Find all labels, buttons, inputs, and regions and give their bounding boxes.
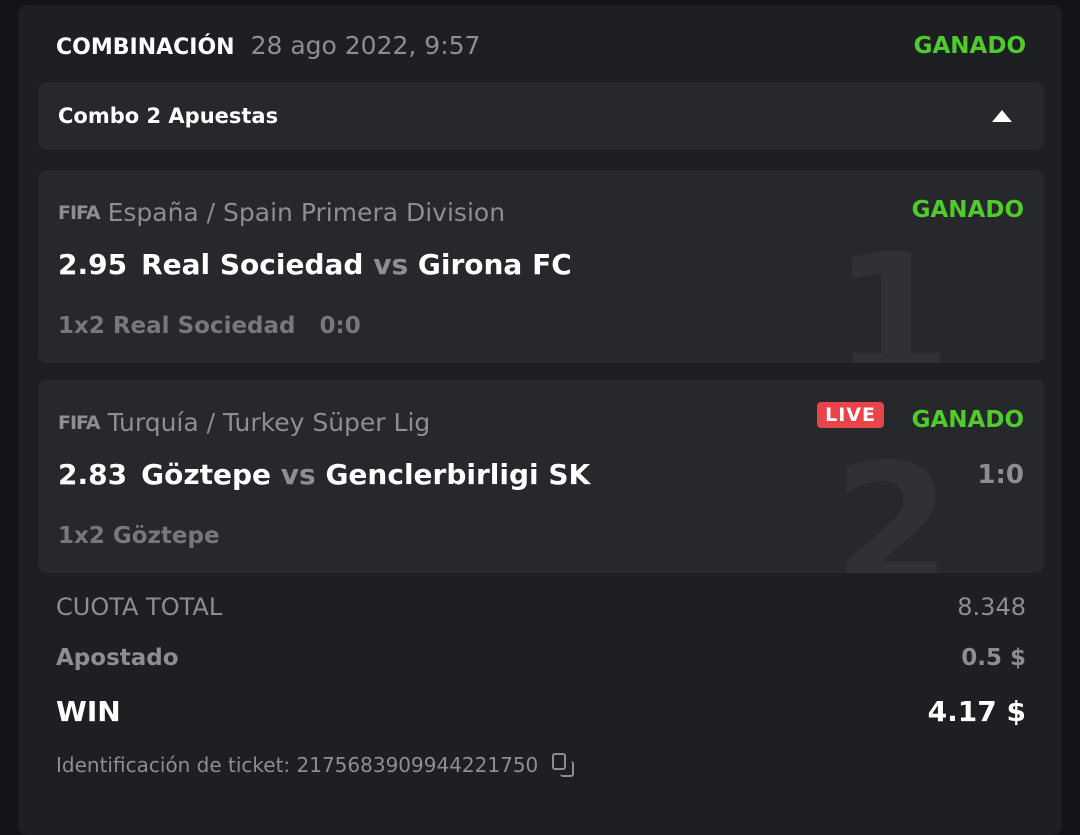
match: 2.83 Göztepe vs Genclerbirligi SK [58,458,590,491]
ticket-id: Identificación de ticket: 21756839099442… [56,753,575,777]
vs-label: vs [373,248,409,281]
fifa-icon: FIFA [58,201,101,224]
market: 1x2 Real Sociedad 0:0 [58,313,361,339]
score: 0:0 [319,313,361,339]
win-label: WIN [56,695,121,728]
market-selection: 1x2 Real Sociedad [58,313,296,339]
bet-item: 1 FIFA España / Spain Primera Division GA… [38,170,1044,363]
bet-item: 2 FIFA Turquía / Turkey Süper Lig LIVE GA… [38,380,1044,573]
bet-type: COMBINACIÓN [56,35,235,60]
market-selection: 1x2 Göztepe [58,523,220,549]
vs-label: vs [280,458,316,491]
bet-index: 1 [833,218,952,363]
live-badge: LIVE [817,402,884,428]
away-team: Genclerbirligi SK [325,458,591,491]
win-row: WIN 4.17 $ [56,695,1026,728]
stake-value: 0.5 $ [961,645,1026,671]
match: 2.95 Real Sociedad vs Girona FC [58,248,572,281]
home-team: Real Sociedad [141,248,364,281]
odds: 2.95 [58,248,128,281]
odds: 2.83 [58,458,128,491]
total-odds-value: 8.348 [957,593,1026,621]
total-odds-label: CUOTA TOTAL [56,593,223,621]
combo-toggle[interactable]: Combo 2 Apuestas [38,82,1044,150]
ticket-id-label: Identificación de ticket: 21756839099442… [56,753,539,777]
copy-icon[interactable] [552,753,575,777]
league-name: Turquía / Turkey Süper Lig [107,408,431,437]
stake-row: Apostado 0.5 $ [56,645,1026,671]
ticket-status: GANADO [913,33,1026,59]
stake-label: Apostado [56,645,179,671]
win-value: 4.17 $ [927,695,1026,728]
bet-date: 28 ago 2022, 9:57 [250,31,481,60]
total-odds-row: CUOTA TOTAL 8.348 [56,593,1026,621]
bet-index: 2 [833,428,952,573]
bet-status: GANADO [911,197,1024,223]
score: 1:0 [977,460,1024,490]
bet-status: GANADO [911,407,1024,433]
fifa-icon: FIFA [58,411,101,434]
ticket-header: COMBINACIÓN 28 ago 2022, 9:57 [56,31,480,60]
away-team: Girona FC [417,248,572,281]
bet-ticket-card: COMBINACIÓN 28 ago 2022, 9:57 GANADO Com… [18,5,1062,835]
caret-up-icon[interactable] [992,110,1012,122]
combo-label: Combo 2 Apuestas [58,104,279,128]
league-name: España / Spain Primera Division [107,198,506,227]
home-team: Göztepe [141,458,272,491]
